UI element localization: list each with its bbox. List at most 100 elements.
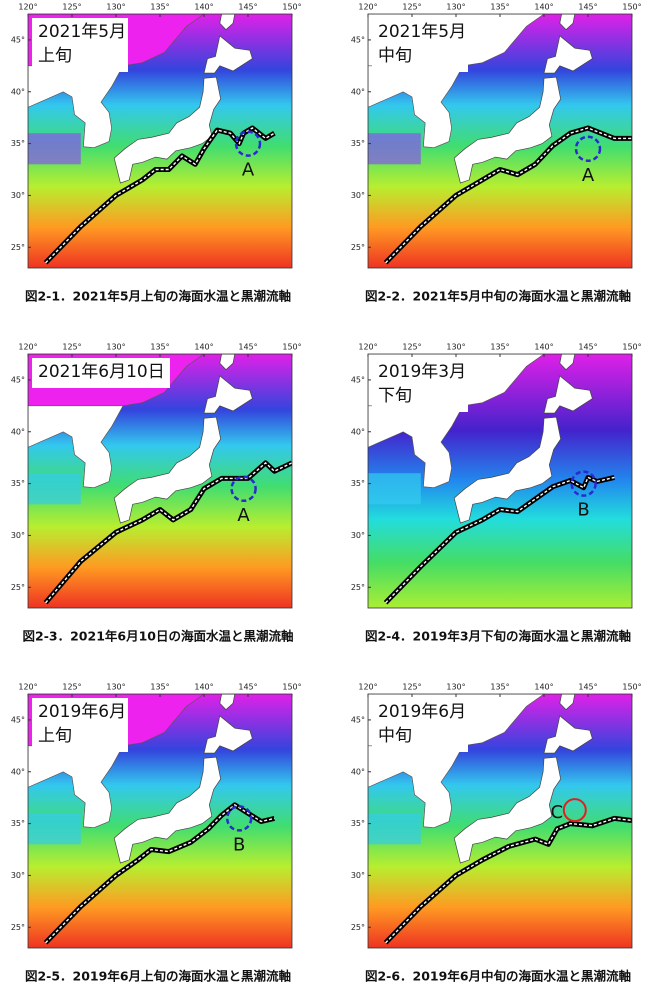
title-box [32, 18, 128, 72]
lat-tick-label: 40° [351, 767, 365, 776]
lat-tick-label: 35° [351, 479, 365, 488]
lon-tick-label: 150° [282, 3, 301, 12]
lon-tick-label: 145° [238, 343, 257, 352]
lat-tick-label: 40° [351, 87, 365, 96]
lat-tick-label: 25° [351, 583, 365, 592]
title-box [372, 358, 468, 412]
lat-tick-label: 25° [11, 923, 25, 932]
lat-tick-label: 35° [11, 139, 25, 148]
panel-title: 下旬 [378, 386, 412, 406]
land-japan [559, 694, 576, 711]
lat-tick-label: 25° [351, 243, 365, 252]
lon-tick-label: 150° [622, 343, 641, 352]
eddy-label: B [577, 500, 589, 521]
yellow-sea-patch [28, 473, 81, 505]
lat-tick-label: 30° [351, 191, 365, 200]
kuroshio-axis-inner [45, 804, 275, 944]
panel-title: 上旬 [38, 46, 72, 66]
lat-tick-label: 40° [11, 427, 25, 436]
caption: 図2-3．2021年6月10日の海面水温と黒潮流軸 [23, 629, 294, 644]
kuroshio-axis-inner [385, 127, 632, 264]
eddy-marker [230, 475, 257, 503]
lon-tick-label: 120° [358, 3, 377, 12]
caption: 図2-2．2021年5月中旬の海面水温と黒潮流軸 [365, 289, 631, 304]
lon-tick-label: 150° [622, 3, 641, 12]
land-korea-north [368, 745, 464, 829]
lon-tick-label: 135° [490, 3, 509, 12]
eddy-label: A [237, 505, 250, 526]
lat-tick-label: 35° [351, 139, 365, 148]
lon-tick-label: 150° [282, 343, 301, 352]
map-panel: 120° 125° 130° 135° 140° 145° 150° 45° 40° 35° 30°… [11, 3, 302, 304]
land-japan [543, 375, 593, 414]
lon-tick-label: 140° [534, 3, 553, 12]
eddy-marker [570, 470, 597, 497]
lat-tick-label: 25° [11, 583, 25, 592]
lat-tick-label: 40° [11, 87, 25, 96]
lon-tick-label: 120° [18, 3, 37, 12]
lon-tick-label: 125° [62, 343, 81, 352]
lon-tick-label: 140° [194, 3, 213, 12]
land-japan [203, 715, 253, 754]
lon-tick-label: 120° [358, 683, 377, 692]
land-japan [203, 35, 253, 74]
panel-title: 中旬 [378, 726, 412, 746]
eddy-label: C [551, 802, 564, 823]
lon-tick-label: 120° [18, 683, 37, 692]
lon-tick-label: 135° [490, 683, 509, 692]
lon-tick-label: 135° [490, 343, 509, 352]
lon-tick-label: 135° [150, 3, 169, 12]
panel-title: 2021年5月 [378, 22, 466, 42]
map-panel: 120° 125° 130° 135° 140° 145° 150° 45° 40° 35° 30°… [11, 683, 302, 984]
lon-tick-label: 120° [18, 343, 37, 352]
land-japan [453, 76, 562, 184]
lat-tick-label: 30° [351, 871, 365, 880]
title-box [372, 698, 468, 752]
lon-tick-label: 140° [194, 343, 213, 352]
lat-tick-label: 40° [11, 767, 25, 776]
kuroshio-axis-inner [385, 817, 632, 944]
lat-tick-label: 45° [11, 375, 25, 384]
lon-tick-label: 140° [534, 343, 553, 352]
land-japan [219, 14, 236, 31]
caption: 図2-4．2019年3月下旬の海面水温と黒潮流軸 [365, 629, 631, 644]
lat-tick-label: 30° [11, 871, 25, 880]
land-korea-north [28, 405, 124, 489]
lon-tick-label: 135° [150, 343, 169, 352]
eddy-label: A [242, 160, 255, 181]
lat-tick-label: 25° [11, 243, 25, 252]
eddy-marker [574, 135, 602, 163]
land-korea-north [28, 745, 124, 829]
lat-tick-label: 45° [11, 715, 25, 724]
caption: 図2-1．2021年5月上旬の海面水温と黒潮流軸 [25, 289, 291, 304]
lon-tick-label: 130° [106, 343, 125, 352]
land-japan [543, 35, 593, 74]
lon-tick-label: 145° [578, 683, 597, 692]
land-japan [219, 354, 236, 371]
lon-tick-label: 130° [446, 343, 465, 352]
lat-tick-label: 35° [11, 819, 25, 828]
lon-tick-label: 125° [402, 3, 421, 12]
land-korea-north [368, 405, 464, 489]
land-japan [559, 14, 576, 31]
yellow-sea-patch [28, 133, 81, 165]
panel-title: 2019年6月 [38, 702, 126, 722]
lon-tick-label: 145° [238, 3, 257, 12]
lat-tick-label: 45° [11, 35, 25, 44]
title-box [32, 358, 170, 388]
panel-title: 2021年5月 [38, 22, 126, 42]
lon-tick-label: 150° [282, 683, 301, 692]
lon-tick-label: 125° [62, 683, 81, 692]
land-japan [113, 76, 222, 184]
lat-tick-label: 30° [351, 531, 365, 540]
land-korea-north [368, 65, 464, 149]
lon-tick-label: 120° [358, 343, 377, 352]
lat-tick-label: 40° [351, 427, 365, 436]
panel-title: 中旬 [378, 46, 412, 66]
caption: 図2-6．2019年6月中旬の海面水温と黒潮流軸 [365, 969, 631, 984]
panel-title: 2021年6月10日 [38, 362, 165, 382]
land-japan [453, 416, 562, 524]
lon-tick-label: 145° [578, 3, 597, 12]
eddy-marker [225, 805, 253, 832]
